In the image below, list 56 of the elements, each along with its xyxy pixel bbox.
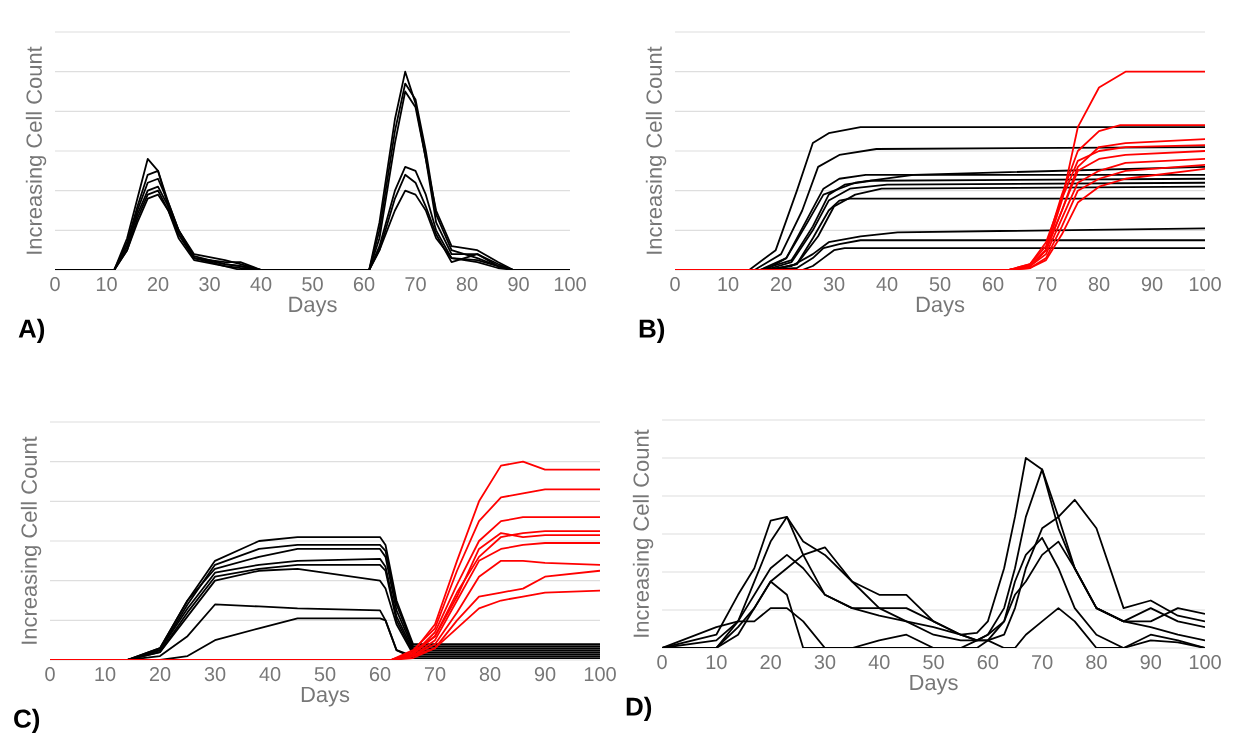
x-tick-label: 0 xyxy=(45,667,55,682)
x-tick-label: 50 xyxy=(923,655,944,670)
x-tick-label: 40 xyxy=(876,277,898,292)
x-tick-label: 70 xyxy=(1035,277,1057,292)
x-tick-label: 20 xyxy=(149,667,171,682)
x-tick-label: 80 xyxy=(456,277,478,292)
y-axis-title: Increasing Cell Count xyxy=(25,46,47,254)
x-tick-label: 0 xyxy=(657,655,667,670)
x-tick-label: 10 xyxy=(95,667,116,682)
text: B) xyxy=(639,318,665,344)
x-tick-label: 40 xyxy=(259,667,281,682)
x-tick-label: 50 xyxy=(314,667,336,682)
x-tick-label: 30 xyxy=(204,667,226,682)
x-tick-label: 0 xyxy=(50,277,60,292)
x-axis-title: Days xyxy=(289,297,337,317)
x-tick-label: 70 xyxy=(405,277,426,292)
x-tick-label: 20 xyxy=(147,277,169,292)
x-tick-label: 30 xyxy=(814,655,836,670)
x-axis-title: Days xyxy=(301,687,350,707)
x-tick-label: 90 xyxy=(1140,655,1162,670)
x-tick-label: 80 xyxy=(1086,655,1107,670)
x-tick-label: 70 xyxy=(1032,655,1053,670)
text: A) xyxy=(18,318,45,344)
x-tick-label: 10 xyxy=(706,655,727,670)
x-tick-label: 10 xyxy=(96,277,117,292)
x-tick-label: 50 xyxy=(302,277,323,292)
x-tick-label: 0 xyxy=(670,277,680,292)
y-axis-title: Increasing Cell Count xyxy=(645,46,667,254)
x-tick-label: 80 xyxy=(1088,277,1110,292)
x-tick-label: 90 xyxy=(1141,277,1163,292)
text: D) xyxy=(626,697,652,722)
x-tick-label: 60 xyxy=(982,277,1004,292)
x-tick-label: 20 xyxy=(760,655,781,670)
y-axis-title: Increasing Cell Count xyxy=(20,436,42,644)
x-tick-label: 50 xyxy=(929,277,951,292)
x-tick-label: 90 xyxy=(508,277,529,292)
x-tick-label: 60 xyxy=(353,277,375,292)
x-tick-label: 100 xyxy=(1189,655,1221,670)
x-tick-label: 60 xyxy=(369,667,391,682)
x-tick-label: 40 xyxy=(250,277,272,292)
x-tick-label: 10 xyxy=(718,277,739,292)
x-tick-label: 60 xyxy=(977,655,999,670)
x-tick-label: 30 xyxy=(823,277,845,292)
x-tick-label: 30 xyxy=(199,277,220,292)
x-tick-label: 100 xyxy=(1189,277,1221,292)
x-tick-label: 90 xyxy=(534,667,556,682)
x-tick-label: 100 xyxy=(584,667,616,682)
x-tick-label: 80 xyxy=(479,667,501,682)
x-tick-label: 100 xyxy=(554,277,586,292)
x-axis-title: Days xyxy=(910,675,958,695)
y-axis-title: Increasing Cell Count xyxy=(632,429,654,637)
x-tick-label: 20 xyxy=(770,277,792,292)
x-tick-label: 70 xyxy=(424,667,446,682)
x-tick-label: 40 xyxy=(868,655,890,670)
text: C) xyxy=(14,709,40,734)
x-axis-title: Days xyxy=(916,297,965,317)
